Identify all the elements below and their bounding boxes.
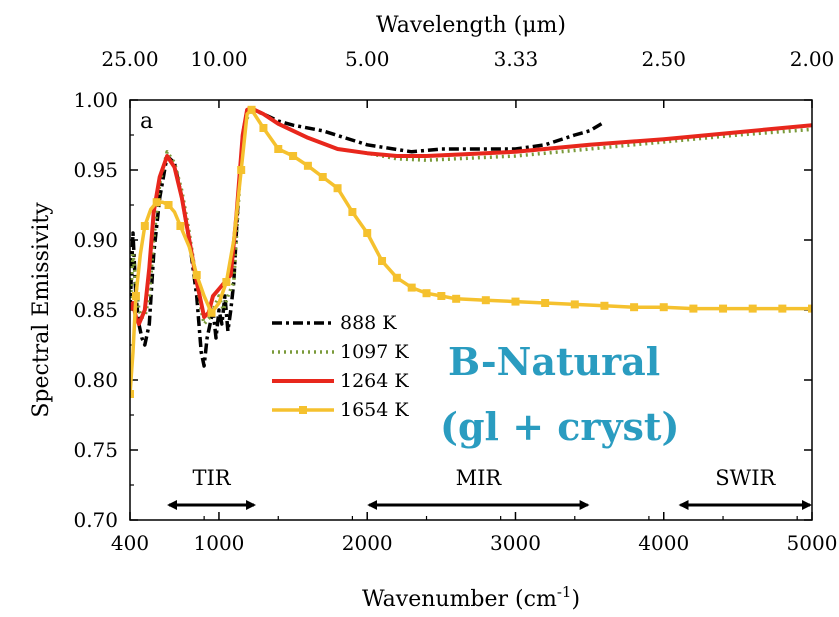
series-point — [600, 301, 609, 310]
series-point — [259, 124, 268, 132]
legend-label: 1097 K — [340, 341, 409, 363]
y-tick-labels: 0.70 0.75 0.80 0.85 0.90 0.95 1.00 — [73, 88, 118, 532]
series-point — [570, 300, 579, 309]
series-point — [437, 292, 446, 300]
legend-label: 888 K — [340, 312, 397, 334]
series-point — [719, 304, 728, 313]
series-point — [164, 201, 173, 209]
y-axis-title: Spectral Emissivity — [29, 202, 54, 418]
x-tick-label: 2000 — [342, 531, 393, 555]
y-tick-label: 0.70 — [73, 508, 118, 532]
top-tick-label: 5.00 — [345, 47, 390, 71]
series-point — [659, 303, 668, 312]
y-tick-label: 0.85 — [73, 298, 118, 322]
region-label: SWIR — [715, 466, 776, 490]
series-point — [247, 105, 256, 114]
x-tick-label: 400 — [111, 531, 149, 555]
series-point — [222, 278, 231, 286]
series-point — [152, 198, 161, 207]
series-point — [140, 222, 149, 230]
series-point — [303, 161, 312, 170]
series-layer — [130, 105, 812, 398]
series-point — [274, 145, 283, 153]
series-point — [392, 273, 401, 282]
series-line-1264-k — [130, 106, 812, 326]
series-point — [289, 152, 298, 160]
x-tick-label: 4000 — [638, 531, 689, 555]
series-point — [207, 308, 216, 317]
y-tick-label: 0.75 — [73, 438, 118, 462]
series-point — [348, 208, 357, 216]
top-tick-label: 10.00 — [190, 47, 247, 71]
series-point — [481, 296, 490, 305]
legend-label: 1264 K — [340, 370, 409, 392]
top-tick-label: 25.00 — [101, 47, 158, 71]
series-point — [808, 304, 812, 313]
sample-label-line2: (gl + cryst) — [440, 404, 679, 449]
series-point — [422, 289, 431, 298]
top-tick-label: 3.33 — [494, 47, 539, 71]
region-label: MIR — [456, 466, 503, 490]
y-tick-label: 0.95 — [73, 158, 118, 182]
x-tick-labels: 400 1000 2000 3000 4000 5000 — [111, 531, 838, 555]
legend-marker — [299, 406, 307, 414]
legend: 888 K 1097 K 1264 K 1654 K — [272, 312, 409, 421]
series-point — [192, 271, 201, 279]
series-point — [378, 257, 387, 265]
panel-letter: a — [140, 109, 153, 134]
series-point — [333, 184, 342, 193]
top-tick-label: 2.50 — [641, 47, 686, 71]
series-point — [363, 229, 372, 237]
x-tick-label: 3000 — [490, 531, 541, 555]
top-axis-ticks: 25.00 10.00 5.00 3.33 2.50 2.00 — [101, 47, 834, 108]
series-point — [689, 304, 698, 313]
spectral-regions: TIR MIR SWIR — [167, 466, 812, 510]
series-point — [511, 297, 520, 306]
series-point — [237, 166, 246, 174]
series-point — [131, 292, 140, 300]
x-tick-label: 1000 — [194, 531, 245, 555]
y-tick-label: 0.90 — [73, 228, 118, 252]
series-point — [778, 304, 787, 313]
y-tick-label: 1.00 — [73, 88, 118, 112]
y-tick-label: 0.80 — [73, 368, 118, 392]
plot-frame — [129, 99, 813, 521]
x-axis-title: Wavenumber (cm-1) — [362, 583, 580, 612]
series-point — [452, 294, 461, 303]
sample-label-line1: B-Natural — [448, 339, 660, 384]
top-axis-title: Wavelength (μm) — [376, 13, 566, 38]
series-point — [176, 222, 185, 230]
top-tick-label: 2.00 — [790, 47, 835, 71]
x-axis-title-superscript: -1 — [557, 583, 572, 601]
series-line-888-k — [130, 106, 603, 368]
legend-label: 1654 K — [340, 399, 409, 421]
series-point — [748, 304, 757, 313]
series-point — [130, 390, 134, 398]
series-point — [407, 283, 416, 292]
series-point — [318, 173, 327, 181]
x-tick-label: 5000 — [787, 531, 838, 555]
region-label: TIR — [192, 466, 231, 490]
series-point — [541, 299, 550, 307]
series-point — [630, 303, 639, 312]
